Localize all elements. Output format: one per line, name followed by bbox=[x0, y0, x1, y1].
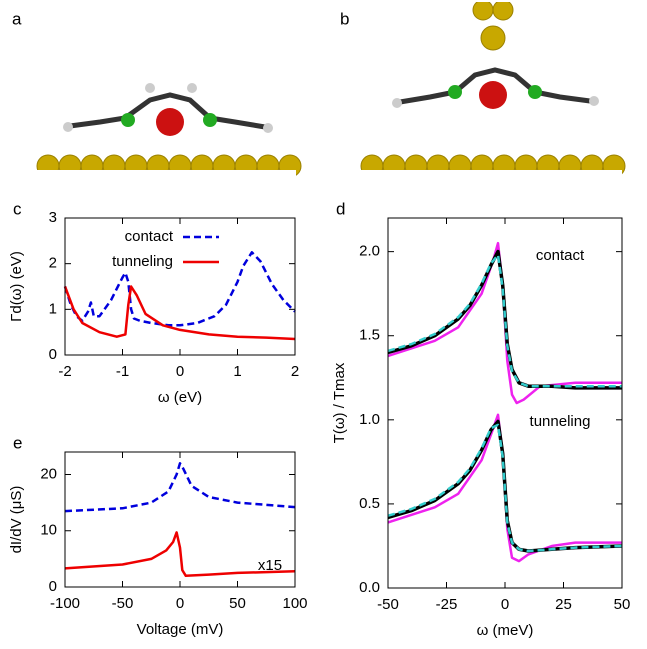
y-tick-label: 1.5 bbox=[359, 327, 380, 344]
series-line bbox=[64, 462, 296, 513]
x-tick-label: 0 bbox=[501, 596, 509, 613]
series-line bbox=[387, 253, 622, 388]
molecule-b bbox=[360, 0, 626, 180]
x-axis-label: ω (meV) bbox=[477, 622, 534, 639]
y-tick-label: 0 bbox=[49, 346, 57, 363]
y-tick-label: 10 bbox=[40, 522, 57, 539]
series-line bbox=[387, 423, 623, 553]
x-tick-label: 0 bbox=[176, 595, 184, 612]
x-tick-label: -1 bbox=[116, 363, 129, 380]
plot-frame bbox=[64, 217, 296, 356]
x-tick-label: -2 bbox=[58, 363, 71, 380]
x-tick-label: 50 bbox=[229, 595, 246, 612]
series-line bbox=[63, 251, 296, 327]
y-tick-label: 3 bbox=[49, 209, 57, 226]
y-tick-label: 0.0 bbox=[359, 579, 380, 596]
legend-label: tunneling bbox=[112, 253, 173, 270]
panel-label: d bbox=[336, 199, 345, 218]
x-tick-label: 2 bbox=[291, 363, 299, 380]
annotation: contact bbox=[536, 247, 585, 264]
panel-label: c bbox=[13, 199, 22, 218]
x-tick-label: 0 bbox=[176, 363, 184, 380]
annotation: tunneling bbox=[530, 413, 591, 430]
x-axis-label: ω (eV) bbox=[158, 389, 202, 406]
panel-label: e bbox=[13, 433, 22, 452]
y-axis-label: Γd(ω) (eV) bbox=[8, 251, 25, 322]
y-tick-label: 20 bbox=[40, 465, 57, 482]
y-tick-label: 0 bbox=[49, 578, 57, 595]
y-tick-label: 1.0 bbox=[359, 411, 380, 428]
x-tick-label: 50 bbox=[614, 596, 631, 613]
molecule-a bbox=[36, 83, 302, 180]
x-tick-label: -50 bbox=[112, 595, 134, 612]
annotation: x15 bbox=[258, 557, 282, 574]
x-tick-label: -100 bbox=[50, 595, 80, 612]
y-axis-label: dI/dV (μS) bbox=[8, 486, 25, 554]
x-tick-label: -25 bbox=[436, 596, 458, 613]
plot-frame bbox=[387, 217, 623, 589]
y-tick-label: 1 bbox=[49, 300, 57, 317]
x-axis-label: Voltage (mV) bbox=[137, 621, 224, 638]
y-axis-label: T(ω) / Tmax bbox=[331, 362, 348, 443]
y-tick-label: 2.0 bbox=[359, 243, 380, 260]
series-line bbox=[387, 249, 622, 390]
series-line bbox=[64, 531, 296, 578]
x-tick-label: -50 bbox=[377, 596, 399, 613]
x-tick-label: 25 bbox=[555, 596, 572, 613]
y-tick-label: 2 bbox=[49, 255, 57, 272]
panel-label: a bbox=[12, 9, 22, 28]
legend-label: contact bbox=[125, 228, 174, 245]
x-tick-label: 100 bbox=[282, 595, 307, 612]
panel-label: b bbox=[340, 9, 349, 28]
y-tick-label: 0.5 bbox=[359, 495, 380, 512]
x-tick-label: 1 bbox=[233, 363, 241, 380]
series-line bbox=[63, 285, 296, 341]
